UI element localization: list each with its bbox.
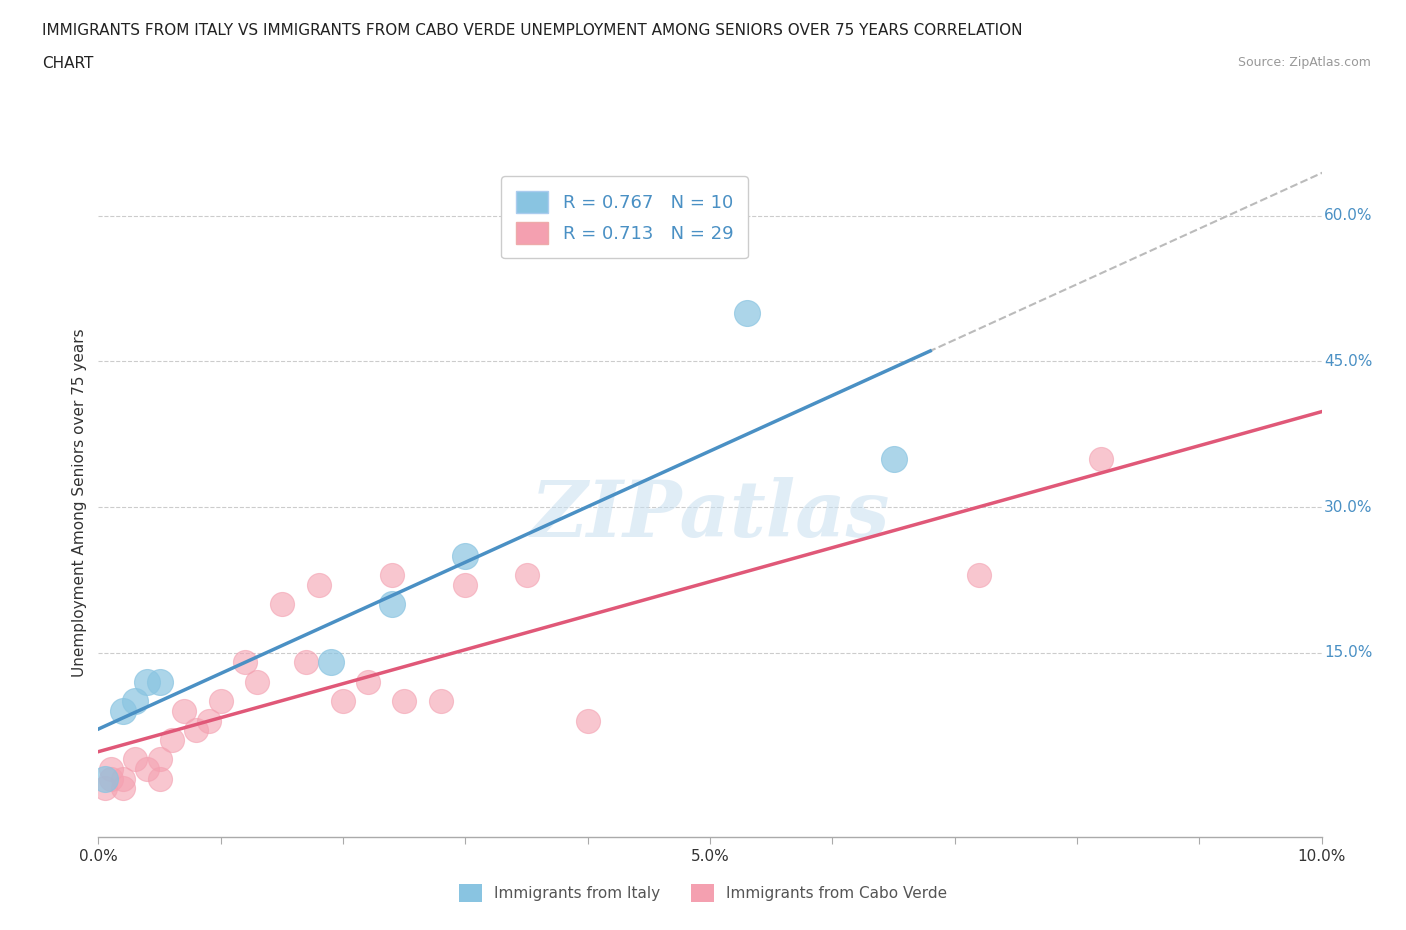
Point — [111, 781, 134, 796]
Point — [319, 655, 342, 670]
Point — [454, 548, 477, 563]
Point — [967, 567, 990, 582]
Point — [100, 762, 122, 777]
Point — [186, 723, 208, 737]
Point — [111, 703, 134, 718]
Point — [883, 451, 905, 466]
Text: IMMIGRANTS FROM ITALY VS IMMIGRANTS FROM CABO VERDE UNEMPLOYMENT AMONG SENIORS O: IMMIGRANTS FROM ITALY VS IMMIGRANTS FROM… — [42, 23, 1022, 38]
Text: 60.0%: 60.0% — [1324, 208, 1372, 223]
Point — [332, 694, 354, 709]
Text: Source: ZipAtlas.com: Source: ZipAtlas.com — [1237, 56, 1371, 69]
Point — [270, 597, 292, 612]
Point — [246, 674, 269, 689]
Legend: Immigrants from Italy, Immigrants from Cabo Verde: Immigrants from Italy, Immigrants from C… — [453, 878, 953, 909]
Point — [1090, 451, 1112, 466]
Point — [149, 674, 172, 689]
Point — [392, 694, 416, 709]
Point — [576, 713, 599, 728]
Point — [197, 713, 219, 728]
Text: 15.0%: 15.0% — [1324, 645, 1372, 660]
Point — [308, 578, 330, 592]
Text: 45.0%: 45.0% — [1324, 354, 1372, 369]
Text: 30.0%: 30.0% — [1324, 499, 1372, 514]
Legend: R = 0.767   N = 10, R = 0.713   N = 29: R = 0.767 N = 10, R = 0.713 N = 29 — [501, 177, 748, 259]
Point — [381, 567, 404, 582]
Point — [356, 674, 378, 689]
Point — [136, 674, 159, 689]
Point — [100, 771, 122, 786]
Point — [381, 597, 404, 612]
Text: ZIPatlas: ZIPatlas — [530, 477, 890, 554]
Point — [124, 752, 146, 767]
Point — [93, 771, 115, 786]
Point — [136, 762, 159, 777]
Point — [233, 655, 256, 670]
Y-axis label: Unemployment Among Seniors over 75 years: Unemployment Among Seniors over 75 years — [72, 328, 87, 676]
Point — [735, 306, 758, 321]
Text: CHART: CHART — [42, 56, 94, 71]
Point — [93, 781, 115, 796]
Point — [149, 771, 172, 786]
Point — [160, 733, 183, 748]
Point — [454, 578, 477, 592]
Point — [295, 655, 318, 670]
Point — [124, 694, 146, 709]
Point — [173, 703, 195, 718]
Point — [430, 694, 453, 709]
Point — [209, 694, 232, 709]
Point — [111, 771, 134, 786]
Point — [149, 752, 172, 767]
Point — [516, 567, 538, 582]
